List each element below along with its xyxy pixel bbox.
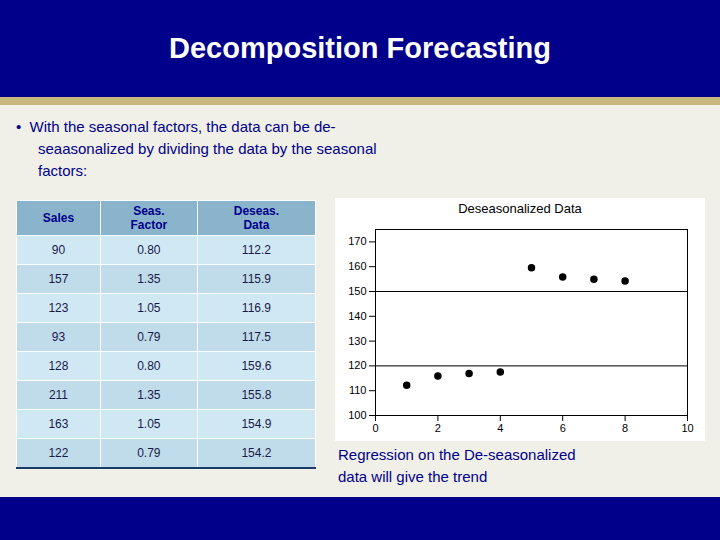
html-text:Decomposition Forecasting: Decomposition Forecasting xyxy=(169,32,551,64)
html-text:157: 157 xyxy=(48,272,69,286)
html-text:112.2: 112.2 xyxy=(241,243,271,257)
html-text:Deseasonalized Data: Deseasonalized Data xyxy=(458,201,582,216)
html-text:90: 90 xyxy=(51,243,66,257)
html-text:0.79: 0.79 xyxy=(137,446,161,460)
html-text:211: 211 xyxy=(48,388,68,402)
html-text:128: 128 xyxy=(48,359,69,373)
svg-text:120: 120 xyxy=(348,359,366,371)
svg-text:160: 160 xyxy=(348,260,366,272)
html-text:159.6: 159.6 xyxy=(241,359,272,373)
html-text:factors:: factors: xyxy=(38,162,88,179)
svg-text:8: 8 xyxy=(622,422,628,434)
svg-text:0: 0 xyxy=(372,422,378,434)
html-text:data will give the trend: data will give the trend xyxy=(338,468,488,485)
html-text:93: 93 xyxy=(51,330,66,344)
svg-text:110: 110 xyxy=(349,384,367,396)
html-text:Deseas. Data: Deseas. Data xyxy=(233,204,280,232)
html-text:163: 163 xyxy=(48,417,69,431)
html-text:0.80: 0.80 xyxy=(137,243,161,257)
svg-text:130: 130 xyxy=(348,335,366,347)
html-text:seaasonalized by dividing the: seaasonalized by dividing the data by th… xyxy=(38,140,377,157)
svg-text:6: 6 xyxy=(560,422,566,434)
html-text:Sales: Sales xyxy=(42,211,75,225)
svg-text:4: 4 xyxy=(497,422,503,434)
html-text:1.35: 1.35 xyxy=(137,272,161,286)
html-text:154.2: 154.2 xyxy=(241,446,272,460)
svg-text:100: 100 xyxy=(348,409,366,421)
html-text:Seas. Factor: Seas. Factor xyxy=(130,204,168,232)
html-text:0.79: 0.79 xyxy=(137,330,161,344)
svg-text:140: 140 xyxy=(348,310,366,322)
html-text:Regression on the De-seasonali: Regression on the De-seasonalized xyxy=(338,446,576,463)
html-text:154.9: 154.9 xyxy=(241,417,272,431)
html-text:• With the seasonal factors, t: • With the seasonal factors, the data ca… xyxy=(16,118,336,135)
html-text:122: 122 xyxy=(48,446,69,460)
html-text:115.9: 115.9 xyxy=(241,272,271,286)
svg-text:2: 2 xyxy=(435,422,441,434)
html-text:123: 123 xyxy=(48,301,69,315)
svg-text:170: 170 xyxy=(348,235,366,247)
svg-text:150: 150 xyxy=(348,285,366,297)
html-text:1.05: 1.05 xyxy=(137,301,161,315)
html-text:116.9: 116.9 xyxy=(241,301,271,315)
svg-text:10: 10 xyxy=(681,422,693,434)
html-text:1.05: 1.05 xyxy=(137,417,161,431)
html-text:0.80: 0.80 xyxy=(137,359,161,373)
html-text:1.35: 1.35 xyxy=(137,388,161,402)
html-text:117.5: 117.5 xyxy=(241,330,271,344)
html-text:155.8: 155.8 xyxy=(241,388,272,402)
